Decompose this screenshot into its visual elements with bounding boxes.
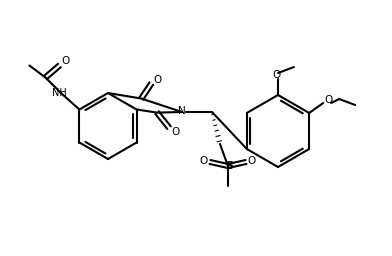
Text: O: O: [324, 95, 332, 105]
Text: N: N: [178, 106, 186, 116]
Text: NH: NH: [52, 88, 67, 98]
Text: O: O: [61, 57, 69, 67]
Text: O: O: [153, 74, 162, 84]
Text: S: S: [225, 161, 233, 171]
Text: O: O: [248, 156, 256, 166]
Text: O: O: [273, 70, 281, 80]
Text: O: O: [200, 156, 208, 166]
Text: O: O: [171, 127, 179, 137]
